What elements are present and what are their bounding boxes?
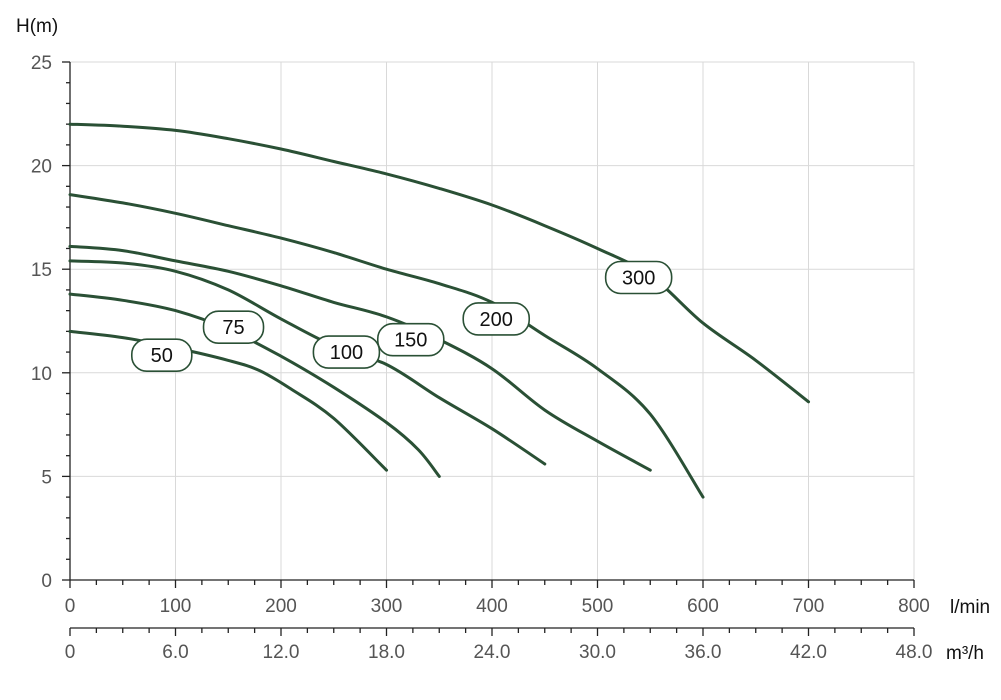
axes: 0 5 10 15 20 25 0 100 200 300 400 500 600 700 800 0 6.0 1… — [31, 53, 933, 663]
x2-tick-label: 48.0 — [896, 642, 933, 663]
y-axis-title: H(m) — [16, 16, 58, 37]
curve-label-badge-200 — [462, 302, 531, 336]
curve-labels: 50 75 100 150 200 300 — [130, 260, 673, 372]
curve-label-badge-100 — [312, 335, 381, 369]
y-tick-label: 20 — [31, 157, 52, 178]
curve-label-100: 100 — [330, 342, 363, 364]
x2-tick-label: 6.0 — [162, 642, 188, 663]
x-tick-label: 300 — [371, 596, 403, 617]
x2-tick-label: 42.0 — [790, 642, 827, 663]
x2-tick-label: 18.0 — [368, 642, 405, 663]
curve-label-badge-50 — [130, 338, 193, 372]
x2-axis-title: m³/h — [946, 643, 984, 664]
x-tick-label: 500 — [582, 596, 614, 617]
curve-150 — [68, 244, 652, 472]
curve-label-75: 75 — [222, 317, 244, 339]
y-tick-label: 5 — [41, 467, 52, 488]
curve-200 — [68, 193, 705, 499]
curve-label-badge-150 — [376, 322, 445, 357]
y-tick-label: 10 — [31, 364, 52, 385]
x-tick-label: 800 — [898, 596, 930, 617]
y-tick-label: 25 — [31, 53, 52, 74]
x-tick-label: 700 — [793, 596, 825, 617]
curve-label-badge-300 — [604, 260, 673, 295]
curve-label-200: 200 — [480, 309, 513, 331]
x2-tick-label: 24.0 — [474, 642, 511, 663]
x-axis-title: l/min — [950, 597, 990, 618]
x-tick-label: 100 — [160, 596, 192, 617]
curve-label-50: 50 — [151, 345, 173, 367]
x2-tick-label: 36.0 — [685, 642, 722, 663]
curve-label-300: 300 — [622, 267, 655, 289]
x-tick-label: 600 — [687, 596, 719, 617]
x-tick-label: 400 — [476, 596, 508, 617]
curve-label-badge-75 — [202, 310, 265, 345]
x-tick-label: 0 — [65, 596, 76, 617]
curve-300 — [68, 122, 810, 404]
curve-50 — [68, 329, 388, 472]
curve-series — [68, 122, 810, 499]
x2-tick-label: 12.0 — [263, 642, 300, 663]
x2-tick-label: 0 — [65, 642, 76, 663]
x-tick-label: 200 — [265, 596, 297, 617]
x2-tick-label: 30.0 — [579, 642, 616, 663]
curve-75 — [68, 292, 441, 478]
y-tick-label: 0 — [41, 571, 52, 592]
curve-label-150: 150 — [394, 330, 427, 352]
curve-100 — [68, 259, 547, 466]
y-tick-label: 15 — [31, 260, 52, 281]
